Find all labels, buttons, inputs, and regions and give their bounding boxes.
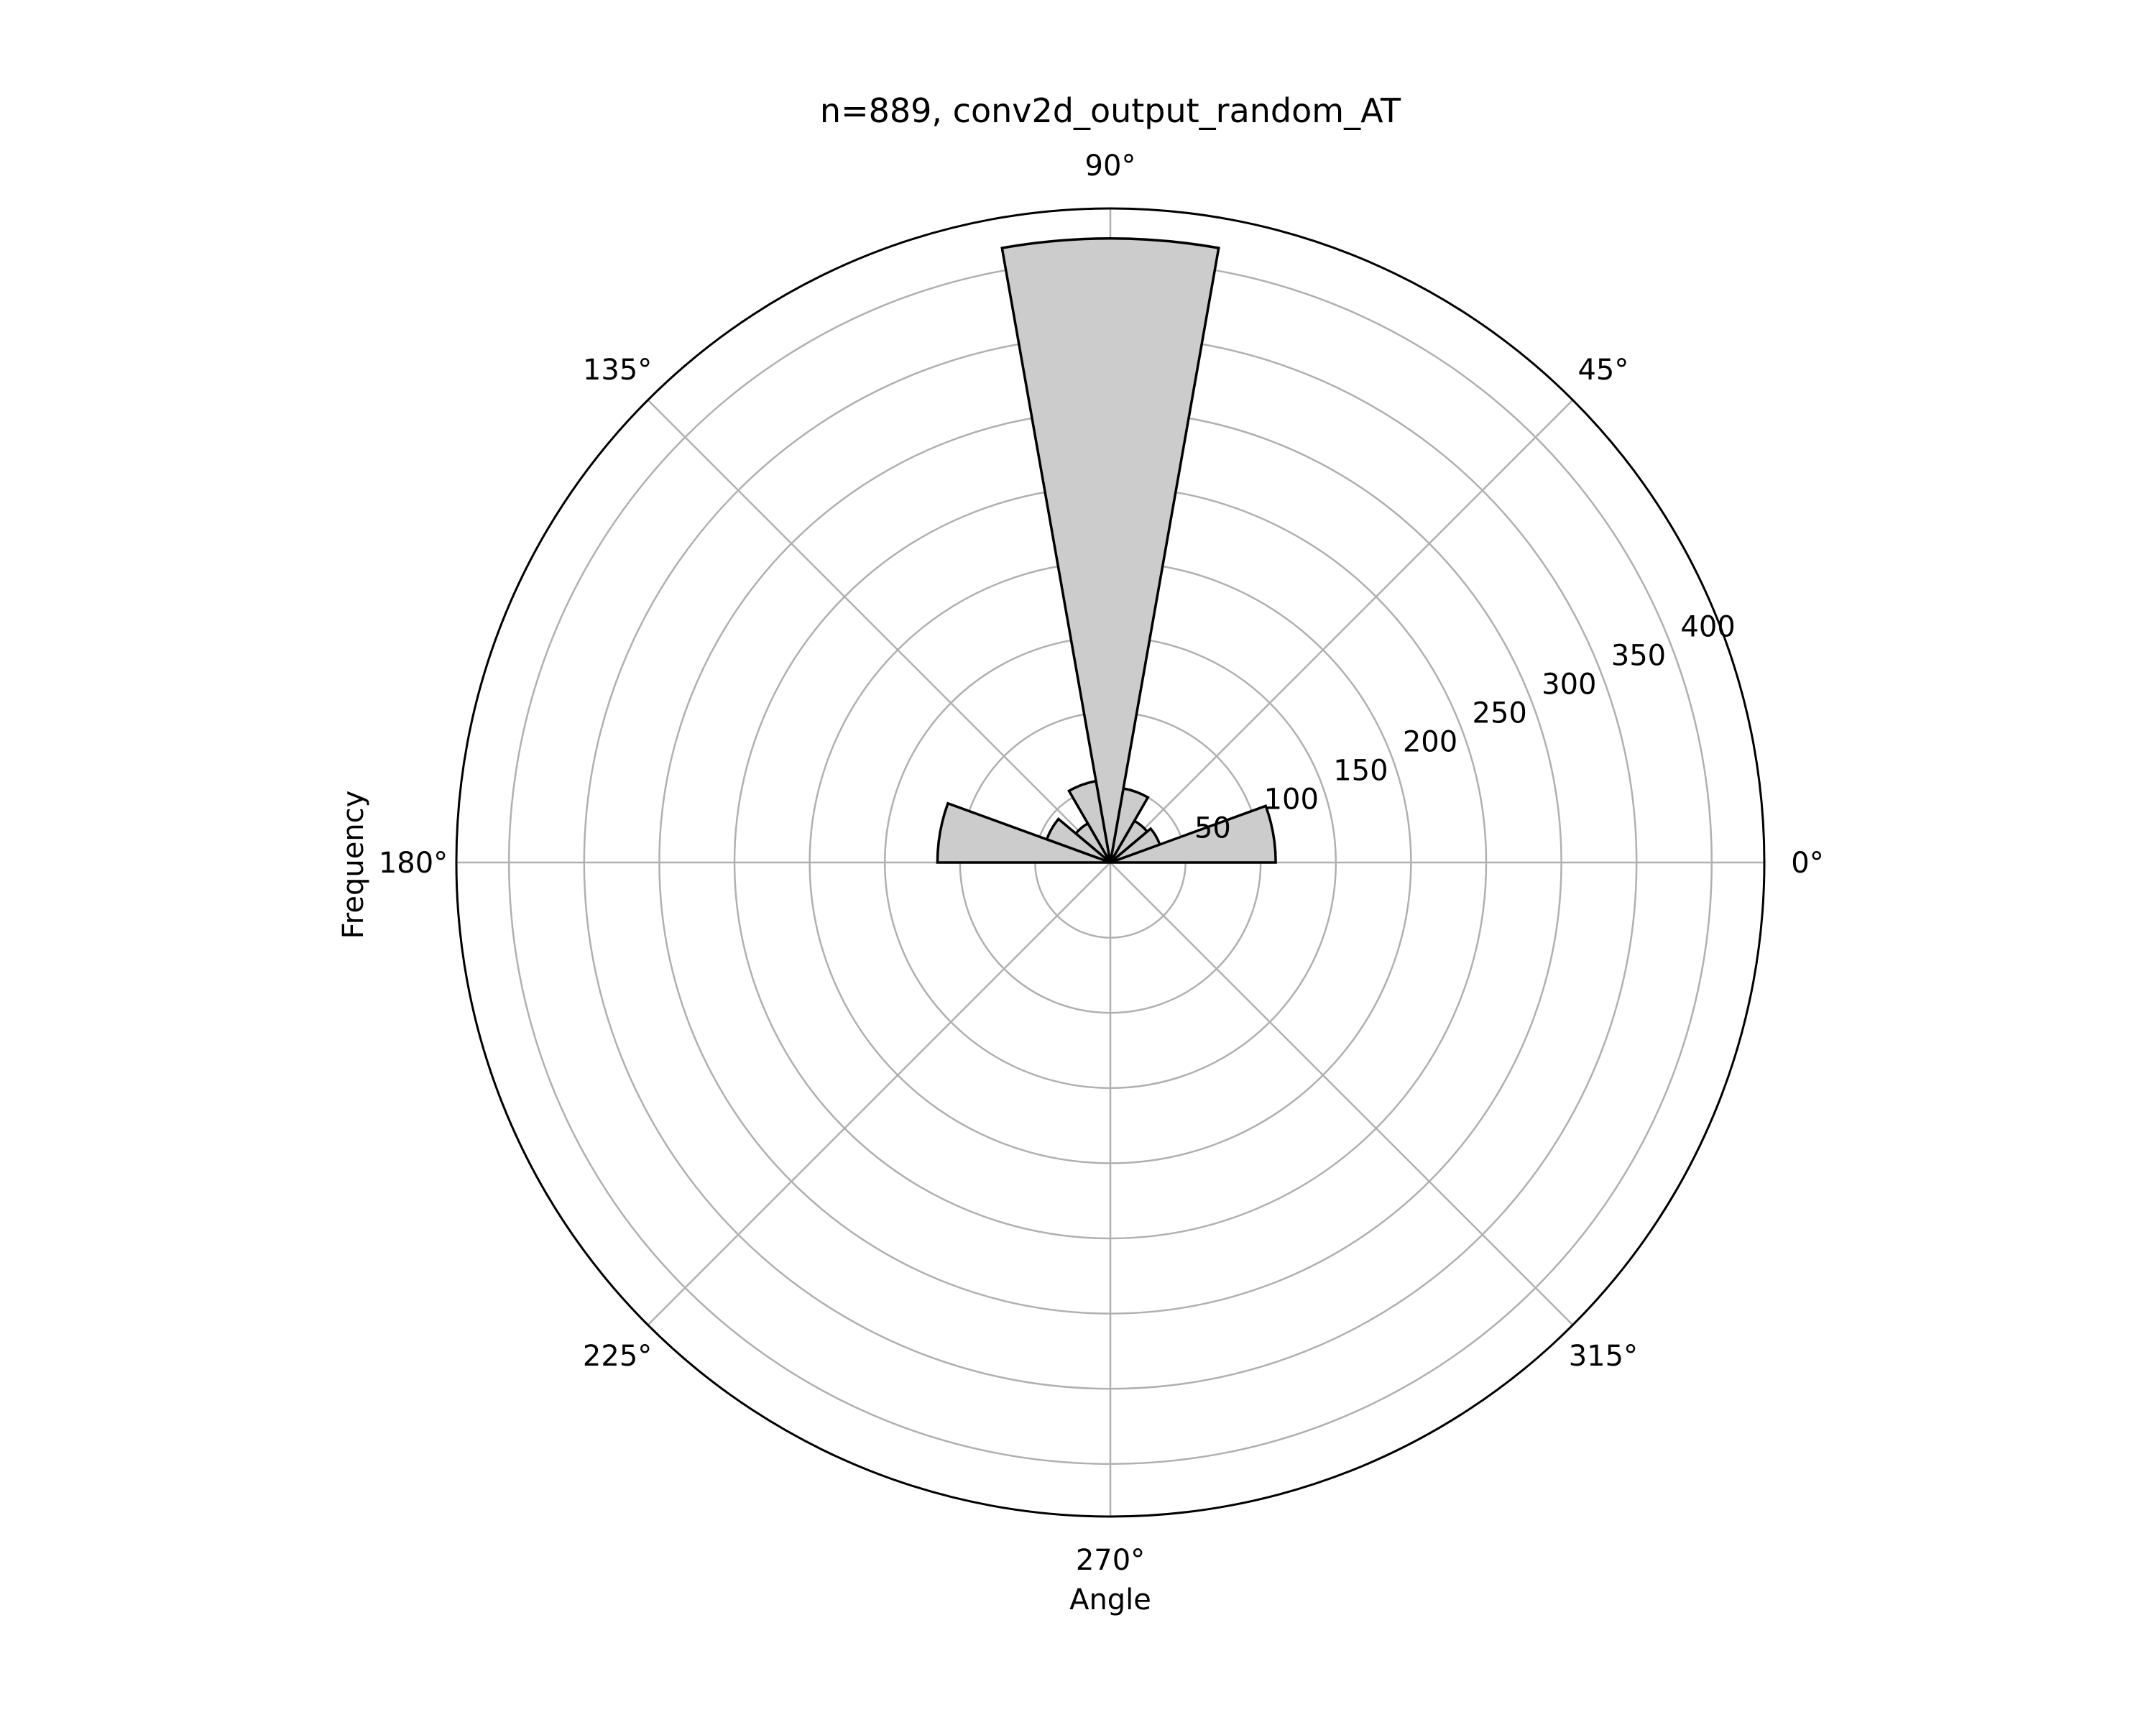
radial-tick-label-100: 100 xyxy=(1264,783,1319,816)
radial-tick-label-300: 300 xyxy=(1542,668,1596,701)
tick-labels: 0° 45° 90° 135° 180° 225° 270° 315° 50 100 150 200 2… xyxy=(379,150,1824,1577)
chart-title: n=889, conv2d_output_random_AT xyxy=(820,91,1401,130)
angular-tick-label-315: 315° xyxy=(1569,1340,1638,1373)
x-axis-label: Angle xyxy=(1069,1583,1151,1616)
y-axis-label: Frequency xyxy=(337,791,370,939)
angular-gridline-315 xyxy=(1110,862,1574,1326)
histogram-bar-20-40 xyxy=(1109,827,1162,864)
angular-tick-label-90: 90° xyxy=(1085,150,1136,183)
polar-axis-frame xyxy=(455,207,1766,1518)
histogram-bars xyxy=(936,237,1277,864)
angular-tick-label-0: 0° xyxy=(1791,847,1823,880)
radial-tick-label-250: 250 xyxy=(1473,696,1527,730)
radial-tick-label-50: 50 xyxy=(1194,812,1231,845)
histogram-bar-80-100 xyxy=(1000,237,1220,863)
angular-tick-label-180: 180° xyxy=(379,847,448,880)
angular-tick-label-225: 225° xyxy=(583,1340,652,1373)
angular-gridline-135 xyxy=(647,399,1111,863)
radial-tick-label-400: 400 xyxy=(1680,610,1735,643)
angular-gridline-225 xyxy=(647,862,1111,1326)
radial-tick-label-150: 150 xyxy=(1333,754,1388,787)
angular-tick-label-135: 135° xyxy=(583,354,652,387)
histogram-bar-160-180 xyxy=(936,801,1111,864)
angular-tick-label-45: 45° xyxy=(1577,354,1628,387)
radial-tick-label-200: 200 xyxy=(1403,725,1457,758)
angular-gridline-45 xyxy=(1110,399,1574,863)
radial-tick-label-350: 350 xyxy=(1611,639,1666,672)
angular-tick-label-270: 270° xyxy=(1076,1544,1145,1577)
